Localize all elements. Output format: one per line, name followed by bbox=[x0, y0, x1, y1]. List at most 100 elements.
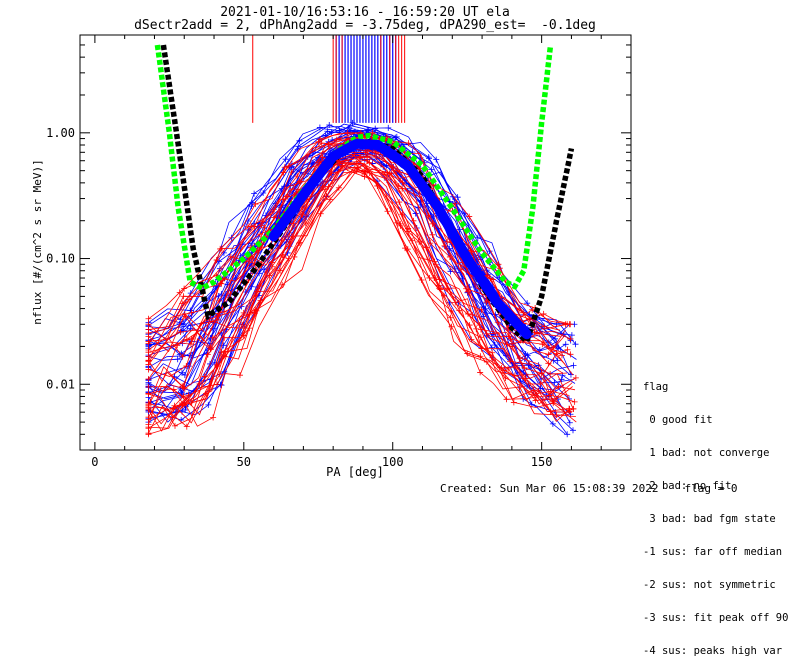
legend-item: 1 bad: not converge bbox=[643, 447, 770, 459]
data-point-marker bbox=[549, 420, 556, 427]
data-point-marker bbox=[405, 228, 412, 235]
data-point-marker bbox=[183, 363, 190, 370]
data-point-marker bbox=[251, 190, 258, 197]
data-point-marker bbox=[344, 129, 351, 136]
data-point-marker bbox=[564, 431, 571, 438]
data-point-marker bbox=[551, 379, 558, 386]
data-point-marker bbox=[405, 140, 412, 147]
data-point-marker bbox=[205, 401, 212, 408]
data-point-marker bbox=[327, 196, 334, 203]
data-point-marker bbox=[170, 386, 177, 393]
chart-title-line1: 2021-01-10/16:53:16 - 16:59:20 UT ela bbox=[220, 5, 510, 20]
data-point-marker bbox=[181, 310, 188, 317]
data-point-marker bbox=[514, 364, 521, 371]
data-point-marker bbox=[185, 392, 192, 399]
data-point-marker bbox=[174, 342, 181, 349]
data-point-marker bbox=[571, 398, 578, 405]
data-point-marker bbox=[452, 299, 459, 306]
data-point-marker bbox=[145, 315, 152, 322]
data-point-marker bbox=[333, 136, 340, 143]
data-point-marker bbox=[384, 208, 391, 215]
data-point-marker bbox=[396, 199, 403, 206]
data-point-marker bbox=[423, 200, 430, 207]
pitch-angle-chart: 0 50 100 150 0.01 0.10 1.00 PA [deg] nflux [#/… bbox=[31, 34, 632, 479]
data-point-marker bbox=[454, 194, 461, 201]
data-point-marker bbox=[478, 345, 485, 352]
data-point-marker bbox=[425, 212, 432, 219]
data-point-marker bbox=[180, 327, 187, 334]
data-point-marker bbox=[473, 325, 480, 332]
data-point-marker bbox=[466, 213, 473, 220]
data-point-marker bbox=[456, 226, 463, 233]
data-point-marker bbox=[297, 239, 304, 246]
data-point-marker bbox=[426, 155, 433, 162]
measured-curve bbox=[148, 142, 576, 384]
data-point-marker bbox=[188, 309, 195, 316]
legend-header: flag bbox=[643, 381, 669, 393]
data-point-marker bbox=[316, 159, 323, 166]
data-point-marker bbox=[244, 223, 251, 230]
data-point-marker bbox=[570, 427, 577, 434]
fit-curve-green bbox=[154, 44, 554, 292]
data-point-marker bbox=[188, 398, 195, 405]
data-point-marker bbox=[437, 286, 444, 293]
measured-curve bbox=[148, 141, 566, 361]
data-point-marker bbox=[221, 334, 228, 341]
data-point-marker bbox=[288, 169, 295, 176]
data-point-marker bbox=[541, 323, 548, 330]
data-point-marker bbox=[567, 335, 574, 342]
data-point-marker bbox=[183, 423, 190, 430]
data-point-marker bbox=[271, 214, 278, 221]
data-point-marker bbox=[529, 306, 536, 313]
data-point-marker bbox=[215, 297, 222, 304]
data-point-marker bbox=[220, 342, 227, 349]
data-point-marker bbox=[178, 369, 185, 376]
data-point-marker bbox=[325, 183, 332, 190]
data-point-marker bbox=[364, 153, 371, 160]
x-tick-label: 50 bbox=[237, 455, 251, 469]
data-point-marker bbox=[318, 140, 325, 147]
data-point-marker bbox=[282, 156, 289, 163]
data-point-marker bbox=[279, 281, 286, 288]
data-point-marker bbox=[441, 242, 448, 249]
data-point-marker bbox=[145, 431, 152, 438]
data-point-marker bbox=[296, 137, 303, 144]
data-point-marker bbox=[349, 119, 356, 126]
data-point-marker bbox=[447, 314, 454, 321]
data-point-marker bbox=[326, 121, 333, 128]
data-point-marker bbox=[249, 199, 256, 206]
data-point-marker bbox=[269, 259, 276, 266]
data-point-marker bbox=[466, 322, 473, 329]
data-point-marker bbox=[431, 258, 438, 265]
data-point-marker bbox=[477, 353, 484, 360]
data-point-marker bbox=[399, 179, 406, 186]
data-point-marker bbox=[328, 129, 335, 136]
data-point-marker bbox=[477, 369, 484, 376]
y-axis-label: nflux [#/(cm^2 s sr MeV)] bbox=[31, 159, 44, 325]
data-point-marker bbox=[209, 334, 216, 341]
x-tick-label: 0 bbox=[91, 455, 98, 469]
data-point-marker bbox=[566, 406, 573, 413]
data-point-marker bbox=[433, 156, 440, 163]
data-point-marker bbox=[335, 184, 342, 191]
data-point-marker bbox=[145, 391, 152, 398]
legend-item: 2 bad: no fit bbox=[643, 480, 732, 492]
data-point-marker bbox=[550, 400, 557, 407]
measured-curve bbox=[148, 162, 573, 418]
data-point-marker bbox=[182, 406, 189, 413]
data-point-marker bbox=[239, 321, 246, 328]
legend-item: -1 sus: far off median bbox=[643, 546, 783, 558]
data-point-marker bbox=[145, 383, 152, 390]
data-point-marker bbox=[372, 125, 379, 132]
data-point-marker bbox=[503, 396, 510, 403]
data-point-marker bbox=[366, 169, 373, 176]
y-tick-label: 0.01 bbox=[46, 377, 75, 391]
data-point-marker bbox=[145, 358, 152, 365]
data-point-marker bbox=[181, 385, 188, 392]
measured-curve bbox=[148, 164, 575, 434]
data-point-marker bbox=[535, 387, 542, 394]
x-tick-label: 150 bbox=[531, 455, 553, 469]
measured-curve bbox=[148, 157, 576, 419]
flag-value: flag = 0 bbox=[684, 482, 738, 495]
data-point-marker bbox=[169, 414, 176, 421]
